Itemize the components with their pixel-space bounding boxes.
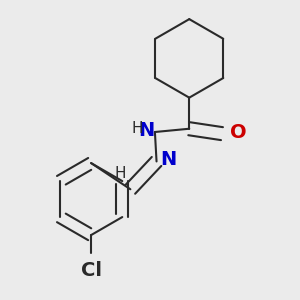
Text: H: H (115, 166, 126, 181)
Text: O: O (230, 122, 247, 142)
Text: H: H (131, 121, 143, 136)
Text: N: N (139, 121, 155, 140)
Text: N: N (160, 150, 176, 169)
Text: Cl: Cl (81, 261, 102, 280)
